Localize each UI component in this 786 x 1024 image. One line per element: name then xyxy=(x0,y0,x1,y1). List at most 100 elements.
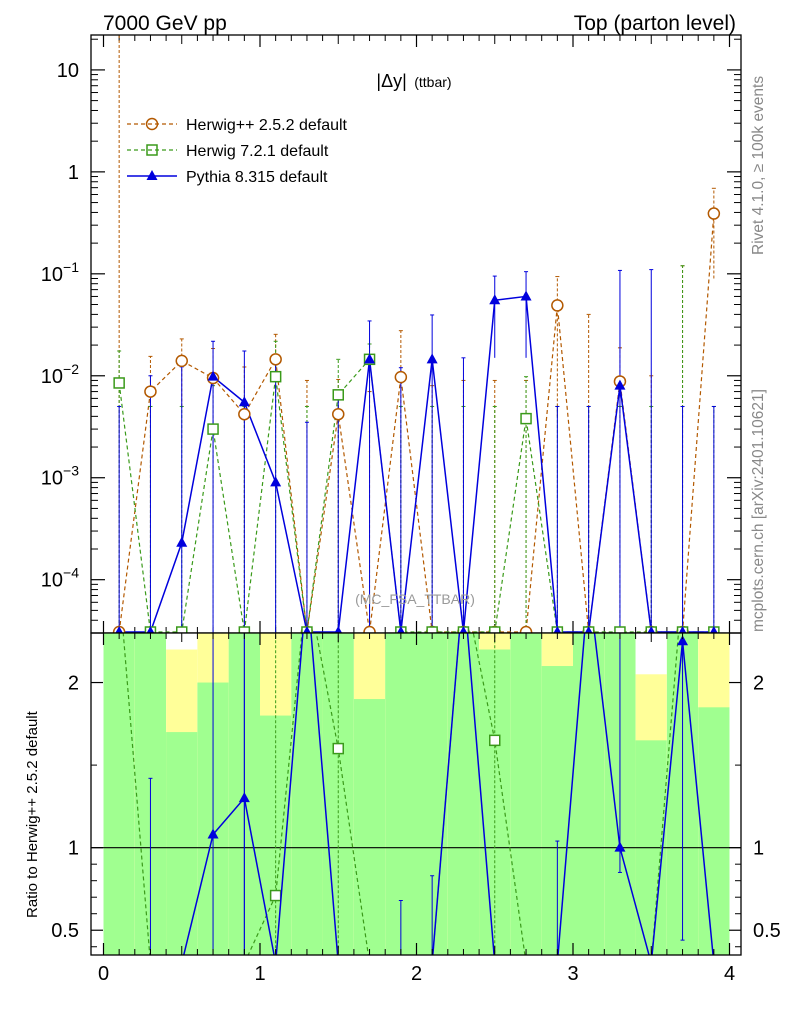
main-line-1 xyxy=(118,357,714,633)
ratio-ylabel: Ratio to Herwig++ 2.5.2 default xyxy=(24,710,41,918)
main-point-2-7 xyxy=(334,626,343,633)
main-point-0-7 xyxy=(332,407,345,421)
main-point-2-14 xyxy=(553,626,562,633)
ratio-ytick-label-left-1: 1 xyxy=(68,838,79,860)
band-inner-11 xyxy=(447,633,480,955)
main-point-2-8 xyxy=(364,353,376,364)
band-inner-0 xyxy=(103,633,135,955)
main-point-1-12 xyxy=(489,626,501,633)
band-inner-13 xyxy=(510,633,542,955)
band-inner-19 xyxy=(698,707,730,955)
main-ytick-base-5: 10 xyxy=(57,60,79,82)
xtick-label-4: 4 xyxy=(724,963,735,985)
legend-entry-herwig-new: Herwig 7.2.1 default xyxy=(127,143,329,160)
main-point-2-5 xyxy=(270,476,282,487)
main-point-2-0 xyxy=(115,626,123,633)
ratio-panel: 0.5 0.5 1 1 2 2 0 1 2 3 4 xyxy=(51,632,781,985)
legend-marker-herwig-new xyxy=(146,144,158,156)
ratio-series xyxy=(122,633,714,955)
main-ytick-label-4: 1 xyxy=(68,162,79,184)
main-point-2-1 xyxy=(146,626,155,633)
main-ytick-exp-2: −2 xyxy=(63,361,79,377)
main-ytick-label-3: 10−1 xyxy=(41,259,79,286)
xtick-label-2: 2 xyxy=(411,963,422,985)
main-ytick-label-1: 10−3 xyxy=(41,463,79,490)
main-ytick-exp-0: −4 xyxy=(63,565,79,581)
main-point-1-16 xyxy=(614,626,626,633)
main-point-2-3 xyxy=(207,370,219,381)
main-ytick-base-1: 10 xyxy=(41,468,63,490)
ratio-ytick-label-left-2: 2 xyxy=(68,673,79,695)
ratio-point-herwig-new-2 xyxy=(489,734,501,747)
main-ytick-label-0: 10−4 xyxy=(41,565,79,592)
main-point-1-0 xyxy=(113,377,125,389)
legend-entry-herwig-old: Herwig++ 2.5.2 default xyxy=(127,117,348,134)
main-point-2-12 xyxy=(489,294,501,305)
header-right: Top (parton level) xyxy=(574,12,736,35)
main-point-0-2 xyxy=(175,354,188,368)
main-line-2 xyxy=(119,295,714,633)
watermark: (MC_FSA_TTBAR) xyxy=(355,591,475,607)
main-ytick-exp-3: −1 xyxy=(63,259,79,275)
main-point-2-2 xyxy=(176,536,188,547)
legend: Herwig++ 2.5.2 default Herwig 7.2.1 defa… xyxy=(127,117,348,186)
main-point-0-5 xyxy=(269,353,282,366)
main-ytick-label-5: 10 xyxy=(57,60,79,82)
ratio-point-pythia-0 xyxy=(207,828,219,839)
main-point-2-11 xyxy=(459,626,468,633)
main-point-2-13 xyxy=(520,290,532,301)
ratio-point-pythia-3 xyxy=(677,635,689,646)
mcplots-label: mcplots.cern.ch [arXiv:2401.10621] xyxy=(750,389,767,632)
main-point-0-1 xyxy=(144,385,157,398)
main-point-2-10 xyxy=(426,353,438,364)
main-point-2-4 xyxy=(238,396,250,407)
ratio-point-pythia-1 xyxy=(238,792,250,803)
main-ytick-base-4: 1 xyxy=(68,162,79,184)
xtick-label-0: 0 xyxy=(98,963,109,985)
main-point-1-2 xyxy=(176,626,188,633)
plot-title: |Δy| (ttbar) xyxy=(376,71,451,91)
legend-marker-pythia xyxy=(146,170,158,180)
band-inner-6 xyxy=(291,633,323,955)
main-point-2-9 xyxy=(397,626,405,633)
band-inner-15 xyxy=(573,633,605,955)
main-point-2-16 xyxy=(614,379,626,390)
main-ytick-base-0: 10 xyxy=(41,570,63,592)
main-point-1-7 xyxy=(332,389,344,401)
plot-title-sub: (ttbar) xyxy=(414,74,451,90)
main-point-2-6 xyxy=(303,626,311,633)
xtick-label-3: 3 xyxy=(567,963,578,985)
main-ytick-exp-1: −3 xyxy=(63,463,79,479)
main-series xyxy=(112,35,721,633)
ratio-point-herwig-new-0 xyxy=(269,889,282,902)
ratio-ytick-label-right-2: 2 xyxy=(753,673,764,695)
main-point-1-3 xyxy=(207,423,219,435)
main-point-0-4 xyxy=(238,407,251,421)
main-point-1-5 xyxy=(269,370,282,383)
header-left: 7000 GeV pp xyxy=(103,12,227,35)
plot-title-main: |Δy| xyxy=(376,71,406,91)
ratio-point-herwig-new-1 xyxy=(332,742,344,755)
band-inner-8 xyxy=(353,699,386,955)
main-point-1-4 xyxy=(238,626,251,633)
main-point-2-15 xyxy=(584,626,593,633)
main-point-0-14 xyxy=(551,299,564,312)
main-point-1-13 xyxy=(520,412,532,425)
legend-label-herwig-old: Herwig++ 2.5.2 default xyxy=(186,117,348,134)
main-point-0-8 xyxy=(363,625,376,633)
main-ytick-base-2: 10 xyxy=(41,366,63,388)
main-ytick-label-2: 10−2 xyxy=(41,361,79,388)
legend-label-pythia: Pythia 8.315 default xyxy=(186,169,328,186)
main-point-0-19 xyxy=(707,207,721,220)
legend-entry-pythia: Pythia 8.315 default xyxy=(127,169,328,186)
main-point-1-10 xyxy=(426,626,438,633)
main-ytick-base-3: 10 xyxy=(41,264,63,286)
main-point-0-13 xyxy=(519,625,533,633)
ratio-bands xyxy=(103,633,730,955)
legend-label-herwig-new: Herwig 7.2.1 default xyxy=(186,143,329,160)
band-inner-2 xyxy=(166,732,198,955)
main-point-2-19 xyxy=(710,626,718,633)
main-point-0-9 xyxy=(394,370,408,384)
